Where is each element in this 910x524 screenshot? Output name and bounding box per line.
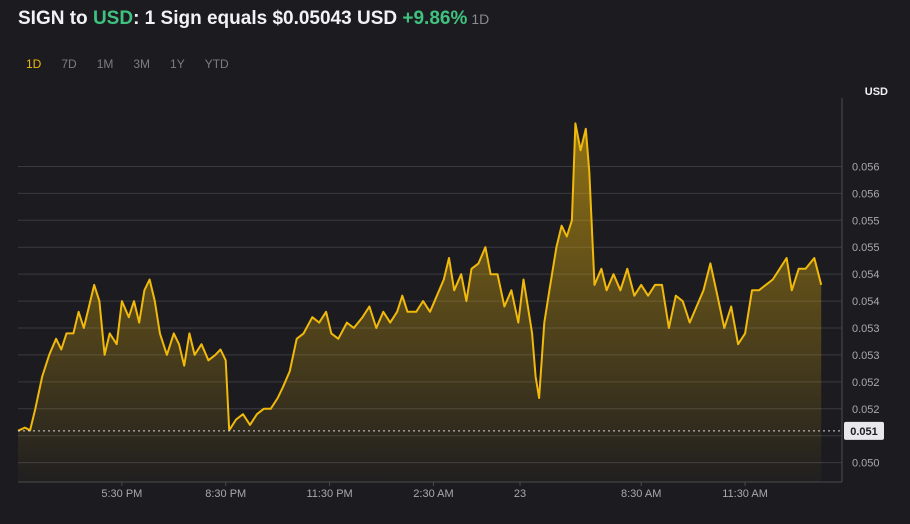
y-tick-label: 0.052 — [852, 377, 880, 389]
tab-1y[interactable]: 1Y — [170, 57, 185, 71]
to-text: to — [64, 8, 93, 29]
x-tick-label: 8:30 AM — [621, 488, 661, 500]
tab-1m[interactable]: 1M — [96, 57, 114, 71]
price-line — [17, 122, 823, 432]
y-tick-label: 0.050 — [852, 458, 880, 470]
x-tick-label: 8:30 PM — [205, 488, 246, 500]
price-area — [18, 123, 822, 483]
tab-ytd[interactable]: YTD — [204, 57, 229, 71]
y-tick-label: 0.056 — [852, 188, 880, 200]
equals-text: : 1 Sign equals $0.05043 USD — [133, 8, 398, 29]
x-tick-label: 11:30 PM — [306, 488, 352, 500]
current-price-label: 0.051 — [850, 426, 878, 438]
x-tick-label: 5:30 PM — [101, 488, 142, 500]
tab-7d[interactable]: 7D — [61, 57, 77, 71]
y-tick-label: 0.054 — [852, 269, 880, 281]
y-tick-label: 0.055 — [852, 242, 880, 254]
x-tick-label: 2:30 AM — [413, 488, 453, 500]
x-tick-label: 11:30 AM — [722, 488, 768, 500]
tab-3m[interactable]: 3M — [133, 57, 151, 71]
y-tick-label: 0.052 — [852, 404, 880, 416]
y-tick-label: 0.055 — [852, 215, 880, 227]
y-tick-label: 0.056 — [852, 161, 880, 173]
timeframe-tabs: 1D 7D 1M 3M 1Y YTD — [18, 55, 237, 73]
y-tick-label: 0.054 — [852, 296, 880, 308]
axis-unit-label: USD — [864, 86, 888, 98]
y-tick-label: 0.053 — [852, 350, 880, 362]
change-percent: +9.86% — [402, 8, 468, 29]
y-tick-label: 0.053 — [852, 323, 880, 335]
period-label: 1D — [471, 11, 490, 27]
current-price-badge — [844, 421, 884, 440]
x-tick-label: 23 — [514, 488, 526, 500]
base-symbol: SIGN — [18, 8, 65, 29]
tab-1d[interactable]: 1D — [26, 57, 42, 71]
page-title: SIGN to USD: 1 Sign equals $0.05043 USD … — [18, 8, 489, 30]
quote-currency-link[interactable]: USD — [92, 8, 134, 29]
